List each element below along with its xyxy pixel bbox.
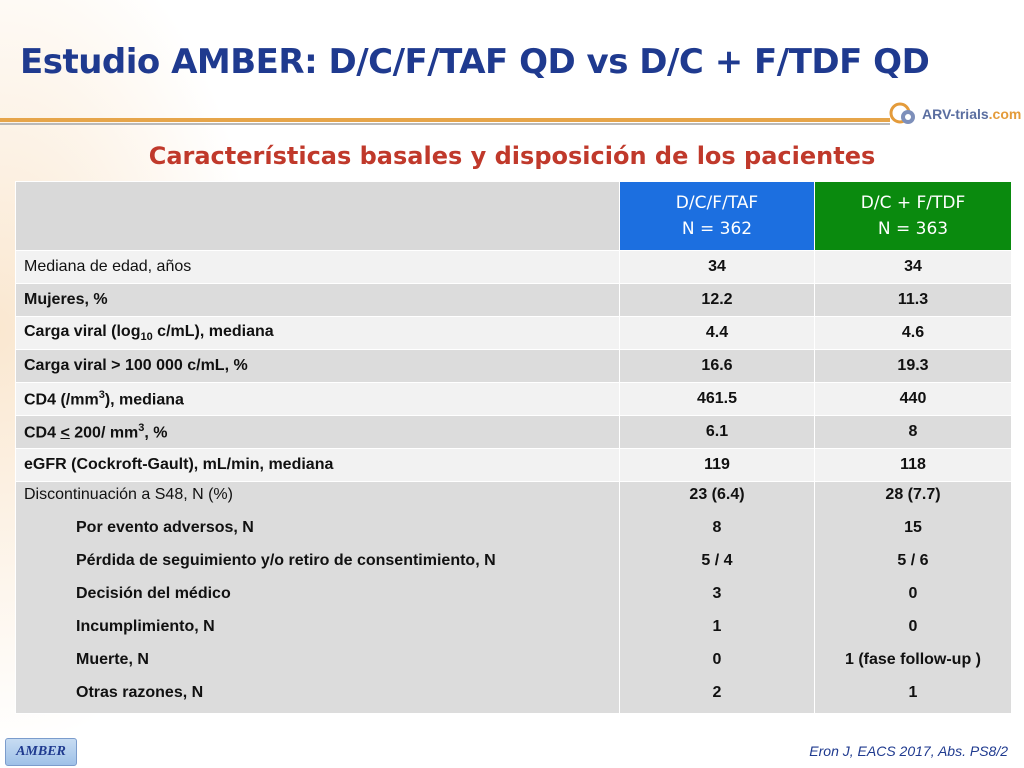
row-label: Carga viral > 100 000 c/mL, % bbox=[15, 349, 620, 383]
row-label: Mediana de edad, años bbox=[15, 250, 620, 284]
discontinuation-reason: Decisión del médico bbox=[76, 585, 231, 602]
title-underline bbox=[0, 118, 890, 128]
row-value-taf: 6.1 bbox=[619, 415, 815, 449]
header-arm-taf: D/C/F/TAF N = 362 bbox=[619, 181, 815, 251]
row-value-taf: 461.5 bbox=[619, 382, 815, 416]
discontinuation-values-taf: 23 (6.4) 8 5 / 4 3 1 0 2 bbox=[619, 481, 815, 714]
row-label-subscript: 10 bbox=[140, 331, 153, 344]
study-tag: AMBER bbox=[5, 738, 77, 766]
discontinuation-labels: Discontinuación a S48, N (%) Por evento … bbox=[15, 481, 620, 714]
table-row: CD4 (/mm3), mediana 461.5 440 bbox=[15, 382, 1012, 416]
baseline-table: D/C/F/TAF N = 362 D/C + F/TDF N = 363 Me… bbox=[15, 181, 1012, 714]
row-value-taf: 16.6 bbox=[619, 349, 815, 383]
discontinuation-value-taf: 1 bbox=[712, 618, 722, 635]
table-row: Carga viral > 100 000 c/mL, % 16.6 19.3 bbox=[15, 349, 1012, 383]
discontinuation-value-taf: 8 bbox=[712, 519, 722, 536]
table-row: eGFR (Cockroft-Gault), mL/min, mediana 1… bbox=[15, 448, 1012, 482]
row-label-part: ), mediana bbox=[104, 391, 184, 409]
row-label: Mujeres, % bbox=[15, 283, 620, 317]
discontinuation-value-tdf: 15 bbox=[904, 519, 922, 536]
discontinuation-value-taf: 2 bbox=[712, 684, 722, 701]
row-label: Carga viral (log10 c/mL), mediana bbox=[15, 316, 620, 350]
discontinuation-values-tdf: 28 (7.7) 15 5 / 6 0 0 1 (fase follow-up … bbox=[814, 481, 1012, 714]
row-value-taf: 12.2 bbox=[619, 283, 815, 317]
source-citation: Eron J, EACS 2017, Abs. PS8/2 bbox=[809, 743, 1008, 759]
row-label-part: 200/ mm bbox=[69, 424, 139, 442]
discontinuation-value-tdf: 28 (7.7) bbox=[885, 486, 941, 503]
header-arm-tdf: D/C + F/TDF N = 363 bbox=[814, 181, 1012, 251]
discontinuation-value-taf: 0 bbox=[712, 651, 722, 668]
discontinuation-value-taf: 23 (6.4) bbox=[689, 486, 745, 503]
discontinuation-reason: Muerte, N bbox=[76, 651, 149, 668]
row-label: CD4 < 200/ mm3, % bbox=[15, 415, 620, 449]
discontinuation-value-tdf: 0 bbox=[908, 585, 918, 602]
slide-title: Estudio AMBER: D/C/F/TAF QD vs D/C + F/T… bbox=[20, 42, 930, 82]
row-value-tdf: 440 bbox=[814, 382, 1012, 416]
row-label-superscript: 3 bbox=[138, 421, 145, 434]
discontinuation-value-tdf: 5 / 6 bbox=[897, 552, 929, 569]
discontinuation-value-taf: 3 bbox=[712, 585, 722, 602]
table-row: Carga viral (log10 c/mL), mediana 4.4 4.… bbox=[15, 316, 1012, 350]
row-value-tdf: 118 bbox=[814, 448, 1012, 482]
row-label-part: Carga viral (log bbox=[24, 322, 141, 340]
header-blank-cell bbox=[15, 181, 620, 251]
row-value-taf: 119 bbox=[619, 448, 815, 482]
row-label-part: CD4 (/mm bbox=[24, 391, 99, 409]
logo-mark-icon bbox=[889, 102, 915, 124]
row-value-tdf: 8 bbox=[814, 415, 1012, 449]
discontinuation-reason: Incumplimiento, N bbox=[76, 618, 215, 635]
row-label: CD4 (/mm3), mediana bbox=[15, 382, 620, 416]
table-row: CD4 < 200/ mm3, % 6.1 8 bbox=[15, 415, 1012, 449]
discontinuation-reason: Pérdida de seguimiento y/o retiro de con… bbox=[76, 552, 496, 569]
row-value-tdf: 34 bbox=[814, 250, 1012, 284]
table-subtitle: Características basales y disposición de… bbox=[148, 142, 876, 170]
row-label-underlined: < bbox=[60, 424, 70, 442]
discontinuation-title: Discontinuación a S48, N (%) bbox=[24, 486, 233, 503]
row-label: eGFR (Cockroft-Gault), mL/min, mediana bbox=[15, 448, 620, 482]
discontinuation-reason: Otras razones, N bbox=[76, 684, 204, 701]
row-value-taf: 4.4 bbox=[619, 316, 815, 350]
row-value-tdf: 19.3 bbox=[814, 349, 1012, 383]
row-label-superscript: 3 bbox=[98, 388, 105, 401]
header-arm-tdf-n: N = 363 bbox=[877, 219, 949, 239]
row-label-part: c/mL), mediana bbox=[152, 322, 274, 340]
table-row: Mujeres, % 12.2 11.3 bbox=[15, 283, 1012, 317]
row-label-part: , % bbox=[144, 424, 168, 442]
header-arm-taf-n: N = 362 bbox=[681, 219, 753, 239]
row-label-part: CD4 bbox=[24, 424, 61, 442]
header-arm-taf-name: D/C/F/TAF bbox=[675, 193, 759, 213]
header-arm-tdf-name: D/C + F/TDF bbox=[860, 193, 966, 213]
discontinuation-value-tdf: 0 bbox=[908, 618, 918, 635]
row-value-taf: 34 bbox=[619, 250, 815, 284]
row-value-tdf: 11.3 bbox=[814, 283, 1012, 317]
logo-main: ARV-trials bbox=[922, 106, 989, 122]
logo-text: ARV-trials.com bbox=[922, 106, 1021, 122]
discontinuation-reason: Por evento adversos, N bbox=[76, 519, 254, 536]
table-row: Mediana de edad, años 34 34 bbox=[15, 250, 1012, 284]
discontinuation-value-tdf: 1 bbox=[908, 684, 918, 701]
arv-trials-logo: ARV-trials.com bbox=[888, 100, 1021, 130]
discontinuation-block: Discontinuación a S48, N (%) Por evento … bbox=[15, 481, 1012, 714]
discontinuation-value-tdf: 1 (fase follow-up ) bbox=[845, 651, 981, 668]
table-header-row: D/C/F/TAF N = 362 D/C + F/TDF N = 363 bbox=[15, 181, 1012, 251]
logo-suffix: .com bbox=[988, 106, 1022, 122]
discontinuation-value-taf: 5 / 4 bbox=[701, 552, 733, 569]
row-value-tdf: 4.6 bbox=[814, 316, 1012, 350]
